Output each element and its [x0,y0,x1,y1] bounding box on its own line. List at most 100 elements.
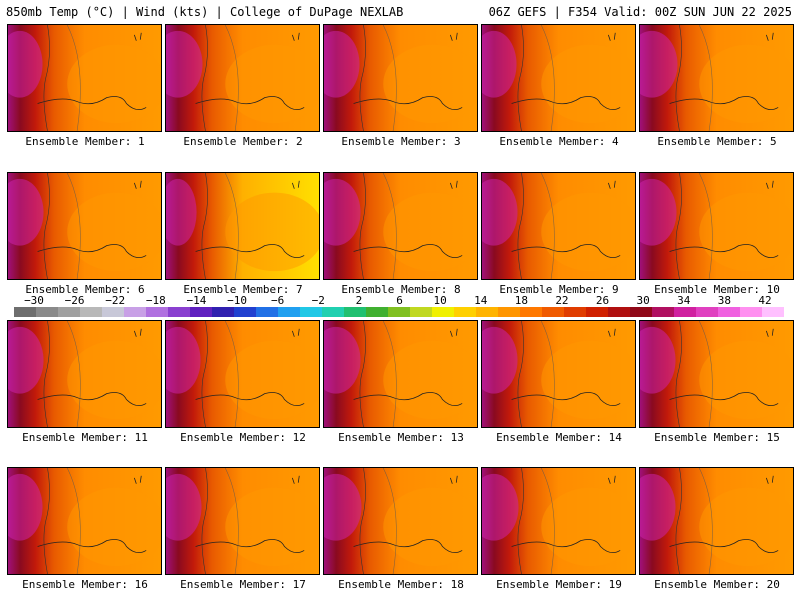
great-lakes [765,328,774,337]
colorbar-swatch [322,307,345,317]
colorbar-tick: 34 [677,294,691,307]
great-lakes [765,180,774,189]
gulf-coastline [353,539,463,554]
colorbar-tick: −2 [311,294,325,307]
ensemble-member-label: Ensemble Member: 16 [22,578,148,591]
colorbar-swatch [542,307,565,317]
run-valid-time: 06Z GEFS | F354 Valid: 00Z SUN JUN 22 20… [488,5,792,19]
colorbar-swatch [740,307,763,317]
colorbar-swatch [586,307,609,317]
gulf-coastline [353,392,463,407]
colorbar-swatch [80,307,103,317]
height-contour [66,321,81,427]
western-hot-core [640,326,676,394]
ensemble-member-label: Ensemble Member: 10 [654,283,780,296]
state-border [359,173,366,279]
colorbar-swatch [432,307,455,317]
colorbar-tick: 2 [355,294,363,307]
ensemble-member-label: Ensemble Member: 2 [183,135,303,148]
colorbar-swatch [630,307,653,317]
gulf-coastline [511,96,621,111]
ensemble-member-label: Ensemble Member: 6 [25,283,145,296]
gulf-coastline [195,539,305,554]
colorbar-tick: 14 [474,294,488,307]
gulf-coastline [37,244,147,259]
height-contour [382,25,397,131]
great-lakes [291,180,300,189]
colorbar-swatch [256,307,279,317]
colorbar-swatch [388,307,411,317]
ensemble-member-label: Ensemble Member: 20 [654,578,780,591]
great-lakes [765,32,774,41]
colorbar-tick: −10 [227,294,247,307]
colorbar-tick: 30 [636,294,650,307]
colorbar-tick: 10 [433,294,447,307]
western-hot-core [640,473,676,541]
ensemble-member-label: Ensemble Member: 7 [183,283,303,296]
colorbar-tick-labels: −30 −26 −22 −18 −14 −10 −6 −2 2 6 10 14 18 22 26 30 34 38… [0,295,800,307]
ensemble-member-label: Ensemble Member: 3 [341,135,461,148]
western-hot-core [482,30,517,98]
ensemble-panel [165,24,320,132]
state-border [43,321,50,427]
western-hot-core [166,473,202,541]
ensemble-panel [639,24,794,132]
colorbar-swatch [300,307,323,317]
western-hot-core [640,178,677,246]
height-contour [382,468,397,574]
western-hot-core [324,326,361,394]
colorbar-swatch [674,307,697,317]
colorbar-tick: 6 [396,294,403,307]
ensemble-panel [481,24,636,132]
western-hot-core [324,473,362,541]
colorbar-tick: 18 [514,294,528,307]
state-border [43,468,50,574]
state-border [43,173,50,279]
great-lakes [449,32,458,41]
state-border [359,25,366,131]
gulf-coastline [37,539,147,554]
colorbar-swatch [410,307,433,317]
colorbar-swatch [36,307,59,317]
ensemble-member-label: Ensemble Member: 19 [496,578,622,591]
colorbar-swatch [102,307,125,317]
colorbar-tick: −6 [271,294,285,307]
gulf-coastline [669,539,779,554]
great-lakes [291,32,300,41]
gulf-coastline [195,392,305,407]
colorbar-swatch [762,307,784,317]
ensemble-member-label: Ensemble Member: 15 [654,431,780,444]
ensemble-member-label: Ensemble Member: 5 [657,135,777,148]
height-contour [224,468,239,574]
height-contour [382,173,397,279]
state-border [517,173,524,279]
ensemble-member-label: Ensemble Member: 9 [499,283,619,296]
colorbar-swatch [564,307,587,317]
colorbar-swatch [652,307,675,317]
gulf-coastline [353,244,463,259]
state-border [201,468,208,574]
gulf-coastline [511,539,621,554]
state-border [201,173,208,279]
height-contour [66,468,81,574]
ensemble-panel [323,172,478,280]
height-contour [66,25,81,131]
great-lakes [133,32,142,41]
gulf-coastline [511,392,621,407]
colorbar-tick: 26 [595,294,610,307]
ensemble-panel [7,24,162,132]
colorbar-swatch [146,307,169,317]
colorbar-swatch [718,307,741,317]
gulf-coastline [669,96,779,111]
colorbar-swatch [14,307,37,317]
colorbar-tick: −26 [64,294,85,307]
great-lakes [291,328,300,337]
state-border [201,321,208,427]
western-hot-core [640,30,678,98]
colorbar-tick: −22 [105,294,126,307]
height-contour [224,173,239,279]
ensemble-member-label: Ensemble Member: 8 [341,283,461,296]
ensemble-panel [7,467,162,575]
ensemble-member-label: Ensemble Member: 14 [496,431,622,444]
height-contour [540,25,555,131]
